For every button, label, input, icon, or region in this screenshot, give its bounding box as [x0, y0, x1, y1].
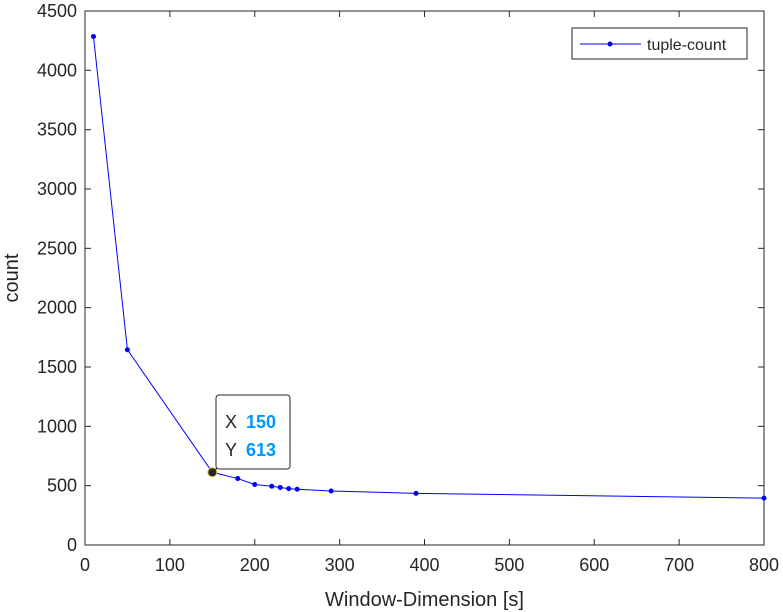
series-line-0: [92, 36, 765, 499]
datatip-connector: [212, 467, 218, 473]
data-point[interactable]: [124, 347, 130, 353]
data-point[interactable]: [761, 495, 767, 501]
x-tick-label: 800: [749, 555, 779, 575]
plot-area: [84, 10, 765, 546]
data-point[interactable]: [286, 486, 292, 492]
x-tick-label: 200: [240, 555, 270, 575]
y-axis-label: count: [1, 253, 23, 302]
legend-label: tuple-count: [647, 37, 727, 54]
y-tick-label: 4000: [37, 60, 77, 80]
x-axis: 0 100 200 300 400 500 600 700 800: [80, 11, 779, 575]
x-tick-label: 100: [155, 555, 185, 575]
y-tick-label: 2500: [37, 238, 77, 258]
y-tick-label: 1000: [37, 416, 77, 436]
data-point[interactable]: [252, 481, 258, 487]
x-axis-label: Window-Dimension [s]: [325, 589, 524, 611]
y-tick-label: 500: [47, 476, 77, 496]
data-point[interactable]: [277, 484, 283, 490]
x-tick-label: 400: [409, 555, 439, 575]
y-tick-label: 3000: [37, 179, 77, 199]
datatip[interactable]: X 150 Y 613: [212, 394, 291, 473]
data-point[interactable]: [269, 483, 275, 489]
legend[interactable]: tuple-count: [571, 27, 748, 60]
x-tick-label: 500: [494, 555, 524, 575]
y-tick-label: 1500: [37, 357, 77, 377]
datatip-y-value: 613: [246, 440, 276, 460]
y-tick-label: 0: [67, 535, 77, 555]
data-point[interactable]: [328, 488, 334, 494]
x-tick-label: 600: [579, 555, 609, 575]
data-point[interactable]: [294, 486, 300, 492]
x-tick-label: 700: [664, 555, 694, 575]
y-tick-label: 3500: [37, 120, 77, 140]
y-tick-label: 4500: [37, 1, 77, 21]
legend-marker: [607, 41, 613, 47]
x-tick-label: 300: [325, 555, 355, 575]
datatip-y-label: Y: [225, 440, 237, 460]
x-tick-label: 0: [80, 555, 90, 575]
datatip-x-label: X: [225, 412, 237, 432]
datatip-x-value: 150: [246, 412, 276, 432]
data-point[interactable]: [90, 34, 96, 40]
data-point[interactable]: [413, 490, 419, 496]
datatip-box: [215, 394, 291, 470]
y-axis: 0 500 1000 1500 2000 2500 3000 3500 4000 4500: [37, 1, 764, 555]
y-tick-label: 2000: [37, 298, 77, 318]
data-point[interactable]: [235, 476, 241, 482]
